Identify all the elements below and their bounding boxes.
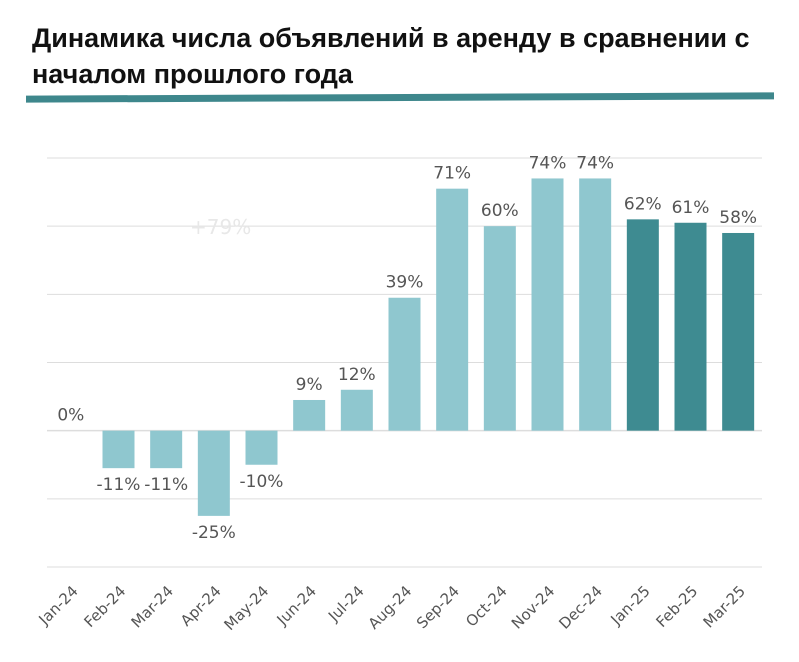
data-label: 62% [624, 194, 662, 214]
x-tick-label: Jan-25 [607, 582, 654, 629]
bar-dec-24 [579, 178, 612, 431]
bar-aug-24 [388, 297, 421, 431]
bar-mar-24 [150, 430, 183, 469]
x-tick-label: Nov-24 [508, 582, 558, 632]
data-label: 58% [719, 208, 757, 228]
x-tick-label: Aug-24 [365, 582, 416, 633]
bar-oct-24 [483, 226, 516, 431]
data-label: 71% [433, 164, 471, 184]
x-tick-label: Apr-24 [177, 582, 225, 630]
bar-jan-25 [626, 219, 659, 431]
data-label: -10% [240, 472, 284, 492]
bar-nov-24 [531, 178, 564, 431]
bar-may-24 [245, 430, 278, 465]
x-tick-label: Mar-24 [128, 582, 177, 631]
bars [102, 178, 755, 516]
x-tick-label: Oct-24 [462, 582, 510, 630]
data-label: 60% [481, 201, 519, 221]
bar-apr-24 [197, 430, 230, 516]
data-label: 74% [529, 153, 567, 173]
x-tick-label: Sep-24 [413, 582, 463, 632]
bar-feb-25 [674, 222, 707, 431]
data-label: -25% [192, 523, 236, 543]
x-tick-label: Jan-24 [35, 582, 82, 629]
data-label: 61% [672, 198, 710, 218]
x-tick-label: May-24 [221, 582, 273, 634]
x-tick-label: Feb-24 [80, 582, 129, 631]
x-tick-label: Jun-24 [273, 582, 320, 629]
bar-jul-24 [340, 389, 373, 431]
bar-mar-25 [722, 232, 755, 431]
data-label: 12% [338, 365, 376, 385]
chart-title: Динамика числа объявлений в аренду в сра… [32, 23, 750, 89]
data-label: 9% [296, 375, 323, 395]
data-label: -11% [144, 475, 188, 495]
data-labels: 0% -11% -11% -25% -10% 9% 12% 39% 71% 60% 74% 74% 62… [57, 153, 757, 542]
watermark-label: +79% [190, 215, 251, 239]
data-label: 39% [386, 273, 424, 293]
x-tick-label: Dec-24 [555, 582, 606, 633]
x-tick-label: Mar-25 [700, 582, 749, 631]
data-label: -11% [97, 475, 141, 495]
bar-sep-24 [436, 188, 469, 431]
x-tick-label: Feb-25 [652, 582, 701, 631]
bar-jun-24 [293, 399, 326, 431]
bar-feb-24 [102, 430, 135, 469]
data-label: 0% [57, 406, 84, 426]
x-tick-label: Jul-24 [324, 582, 368, 626]
data-label: 74% [576, 153, 614, 173]
